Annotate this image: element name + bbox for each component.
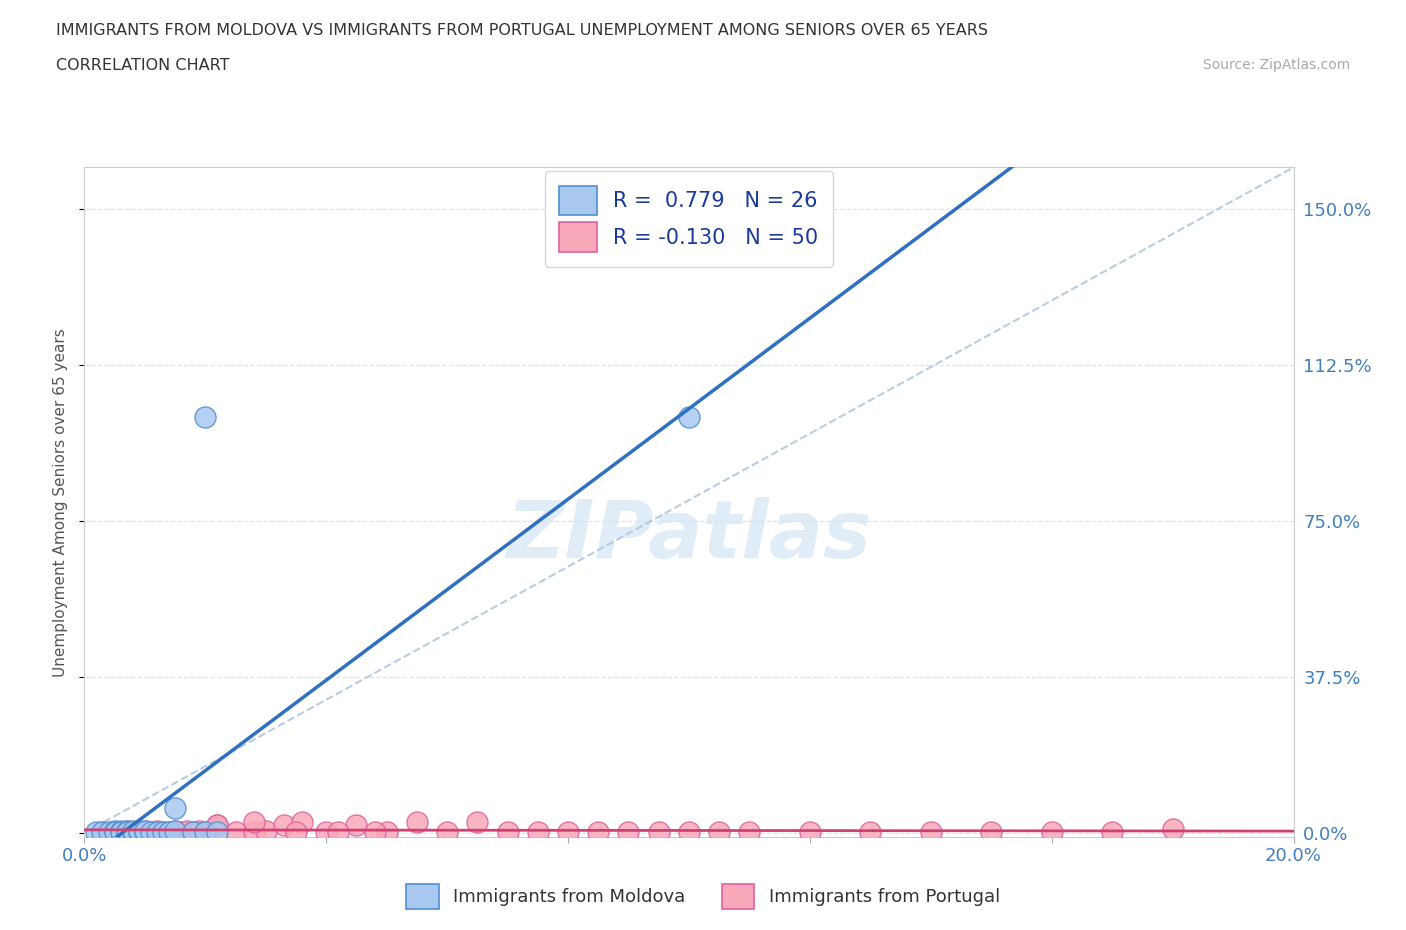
Point bbox=[139, 824, 162, 839]
Point bbox=[121, 824, 143, 839]
Point bbox=[194, 824, 217, 839]
Point bbox=[194, 824, 217, 839]
Point bbox=[799, 824, 821, 839]
Point bbox=[121, 824, 143, 839]
Point bbox=[134, 824, 156, 839]
Point bbox=[181, 824, 204, 839]
Text: CORRELATION CHART: CORRELATION CHART bbox=[56, 58, 229, 73]
Point bbox=[115, 824, 138, 839]
Point bbox=[436, 824, 458, 839]
Point bbox=[527, 824, 550, 839]
Point bbox=[557, 824, 579, 839]
Point bbox=[242, 824, 264, 839]
Point bbox=[146, 824, 169, 839]
Point bbox=[157, 824, 180, 839]
Point bbox=[110, 824, 132, 839]
Point bbox=[207, 817, 229, 832]
Point bbox=[128, 824, 150, 839]
Point bbox=[225, 824, 247, 839]
Point bbox=[467, 815, 489, 830]
Text: IMMIGRANTS FROM MOLDOVA VS IMMIGRANTS FROM PORTUGAL UNEMPLOYMENT AMONG SENIORS O: IMMIGRANTS FROM MOLDOVA VS IMMIGRANTS FR… bbox=[56, 23, 988, 38]
Point bbox=[176, 824, 198, 839]
Point bbox=[165, 824, 187, 839]
Point bbox=[152, 824, 174, 839]
Point bbox=[207, 817, 229, 832]
Point bbox=[375, 824, 398, 839]
Legend: R =  0.779   N = 26, R = -0.130   N = 50: R = 0.779 N = 26, R = -0.130 N = 50 bbox=[544, 171, 834, 267]
Point bbox=[152, 824, 174, 839]
Point bbox=[980, 824, 1002, 839]
Point bbox=[406, 815, 429, 830]
Point bbox=[128, 824, 150, 839]
Point bbox=[1161, 821, 1184, 836]
Point bbox=[110, 824, 132, 839]
Point bbox=[242, 815, 264, 830]
Point bbox=[496, 824, 519, 839]
Point bbox=[170, 824, 193, 839]
Point bbox=[165, 824, 187, 839]
Point bbox=[738, 824, 761, 839]
Point bbox=[920, 824, 942, 839]
Point bbox=[709, 824, 731, 839]
Point bbox=[678, 409, 700, 424]
Y-axis label: Unemployment Among Seniors over 65 years: Unemployment Among Seniors over 65 years bbox=[53, 328, 69, 677]
Point bbox=[285, 824, 308, 839]
Point bbox=[254, 824, 277, 839]
Point bbox=[678, 824, 700, 839]
Point bbox=[139, 824, 162, 839]
Point bbox=[346, 817, 368, 832]
Point bbox=[1040, 824, 1063, 839]
Point bbox=[194, 409, 217, 424]
Point bbox=[97, 824, 120, 839]
Point bbox=[121, 824, 143, 839]
Point bbox=[363, 824, 385, 839]
Point bbox=[104, 824, 127, 839]
Text: ZIPatlas: ZIPatlas bbox=[506, 497, 872, 575]
Point bbox=[315, 824, 337, 839]
Point bbox=[146, 824, 169, 839]
Point bbox=[110, 824, 132, 839]
Text: Source: ZipAtlas.com: Source: ZipAtlas.com bbox=[1202, 58, 1350, 72]
Point bbox=[181, 824, 204, 839]
Point bbox=[207, 824, 229, 839]
Point bbox=[165, 801, 187, 816]
Point bbox=[128, 824, 150, 839]
Point bbox=[115, 824, 138, 839]
Point bbox=[91, 824, 114, 839]
Legend: Immigrants from Moldova, Immigrants from Portugal: Immigrants from Moldova, Immigrants from… bbox=[399, 876, 1007, 916]
Point bbox=[157, 824, 180, 839]
Point bbox=[291, 815, 314, 830]
Point bbox=[617, 824, 640, 839]
Point bbox=[273, 817, 295, 832]
Point bbox=[648, 824, 671, 839]
Point bbox=[104, 824, 127, 839]
Point bbox=[328, 824, 350, 839]
Point bbox=[115, 824, 138, 839]
Point bbox=[588, 824, 610, 839]
Point bbox=[134, 824, 156, 839]
Point bbox=[104, 824, 127, 839]
Point bbox=[134, 824, 156, 839]
Point bbox=[1101, 824, 1123, 839]
Point bbox=[91, 824, 114, 839]
Point bbox=[86, 825, 108, 840]
Point bbox=[859, 824, 882, 839]
Point bbox=[188, 824, 211, 839]
